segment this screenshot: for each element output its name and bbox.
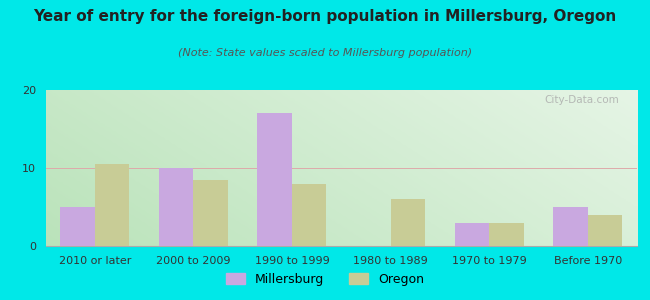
Bar	[489, 223, 524, 246]
Bar	[454, 223, 489, 246]
Text: (Note: State values scaled to Millersburg population): (Note: State values scaled to Millersbur…	[178, 48, 472, 58]
Text: City-Data.com: City-Data.com	[545, 95, 619, 105]
Bar	[391, 199, 425, 246]
Bar	[292, 184, 326, 246]
Legend: Millersburg, Oregon: Millersburg, Oregon	[221, 268, 429, 291]
Bar	[194, 180, 228, 246]
Bar	[60, 207, 95, 246]
Bar	[588, 215, 622, 246]
Bar	[159, 168, 194, 246]
Text: Year of entry for the foreign-born population in Millersburg, Oregon: Year of entry for the foreign-born popul…	[33, 9, 617, 24]
Bar	[553, 207, 588, 246]
Bar	[257, 113, 292, 246]
Bar	[95, 164, 129, 246]
